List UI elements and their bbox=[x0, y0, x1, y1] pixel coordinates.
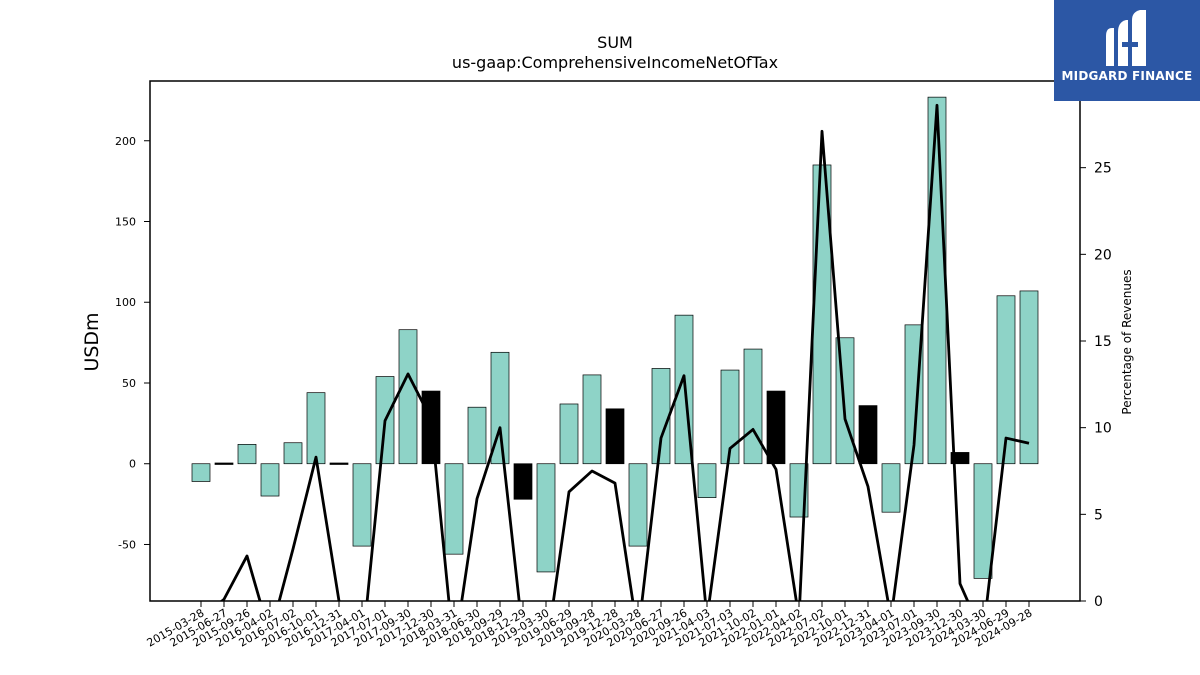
bar bbox=[352, 463, 372, 547]
y-tick-label: 50 bbox=[122, 377, 136, 390]
bar bbox=[214, 462, 234, 465]
y-tick-label: -50 bbox=[118, 538, 136, 551]
chart-subtitle: us-gaap:ComprehensiveIncomeNetOfTax bbox=[451, 53, 779, 72]
bar bbox=[582, 374, 602, 465]
bar bbox=[306, 392, 326, 465]
bar bbox=[720, 369, 740, 465]
bar bbox=[237, 444, 257, 465]
bar bbox=[260, 463, 280, 497]
y2-tick-label: 10 bbox=[1094, 421, 1112, 437]
y-tick-label: 100 bbox=[115, 296, 136, 309]
bar bbox=[927, 96, 947, 465]
bar bbox=[467, 406, 487, 465]
y2-tick-label: 20 bbox=[1094, 247, 1112, 263]
bar bbox=[973, 463, 993, 579]
line-layer bbox=[219, 103, 1030, 601]
bar bbox=[559, 403, 579, 465]
y-tick-label: 150 bbox=[115, 215, 136, 228]
bar bbox=[697, 463, 717, 498]
bar bbox=[444, 463, 464, 555]
y2-axis-label: Percentage of Revenues bbox=[1120, 269, 1134, 415]
bar bbox=[950, 452, 970, 465]
percent-line bbox=[219, 103, 1030, 601]
bar bbox=[283, 442, 303, 465]
bar bbox=[329, 462, 349, 465]
y2-tick-label: 15 bbox=[1094, 334, 1112, 350]
y2-tick-label: 25 bbox=[1094, 161, 1112, 177]
x-axis: 2015-03-282015-06-272015-09-262016-04-02… bbox=[145, 601, 1035, 650]
y2-tick-label: 0 bbox=[1094, 594, 1103, 610]
bar bbox=[881, 463, 901, 513]
bar bbox=[398, 329, 418, 465]
bars-layer bbox=[191, 96, 1039, 579]
bar bbox=[605, 408, 625, 465]
brand-logo: MIDGARD FINANCE bbox=[1054, 0, 1200, 101]
bar bbox=[743, 348, 763, 465]
bar bbox=[858, 405, 878, 465]
bar bbox=[513, 463, 533, 500]
y-tick-label: 200 bbox=[115, 135, 136, 148]
bar bbox=[766, 390, 786, 465]
bar bbox=[490, 351, 510, 465]
logo-text: MIDGARD FINANCE bbox=[1061, 69, 1193, 83]
left-axis: -50 0 50 100 150 200 bbox=[115, 135, 150, 551]
y2-tick-label: 5 bbox=[1094, 507, 1103, 523]
bar bbox=[1019, 290, 1039, 465]
bar bbox=[996, 295, 1016, 465]
y-axis-label: USDm bbox=[81, 312, 103, 372]
bar bbox=[191, 463, 211, 482]
y-tick-label: 0 bbox=[129, 458, 136, 471]
right-axis: 051015202530 bbox=[1080, 74, 1112, 610]
bar bbox=[536, 463, 556, 573]
midgard-logo-icon bbox=[1106, 10, 1146, 66]
chart-title: SUM bbox=[597, 33, 633, 52]
bar bbox=[628, 463, 648, 547]
